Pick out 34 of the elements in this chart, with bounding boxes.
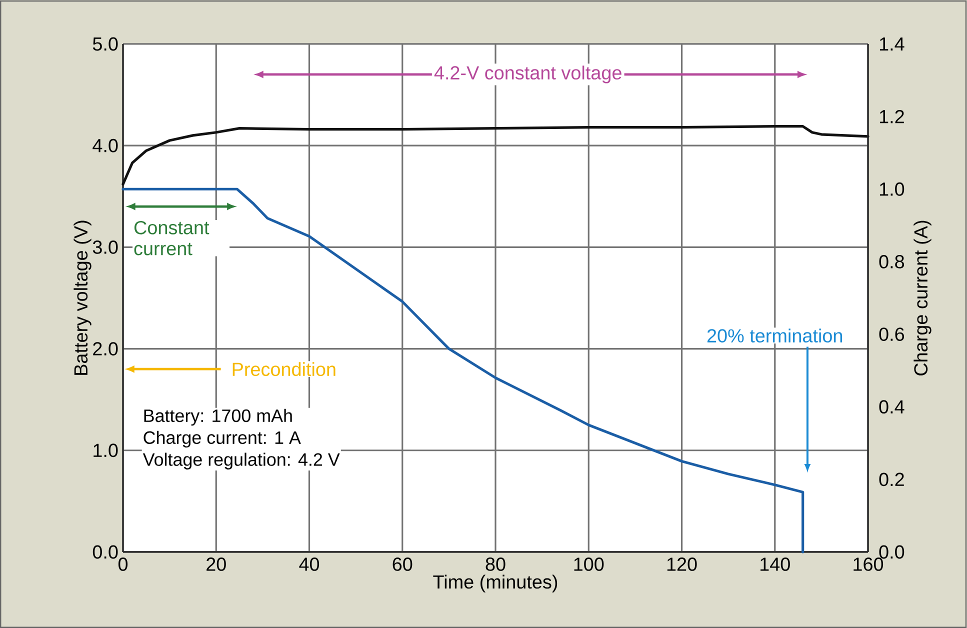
y-tick-label: 2.0 — [93, 342, 118, 356]
y2-tick-label: 1.2 — [880, 110, 904, 124]
x-tick-label: 60 — [392, 558, 412, 571]
annotation: Charge current: 1 A — [144, 430, 301, 448]
annotation: Constant current — [134, 220, 210, 256]
x-tick-label: 80 — [486, 558, 506, 571]
y2-tick-label: 0.0 — [879, 545, 904, 559]
x-tick-label: 40 — [299, 558, 320, 571]
x-tick-label: 140 — [760, 558, 790, 571]
y-tick-label: 3.0 — [92, 240, 118, 254]
y2-axis-title: Charge current (A) — [914, 220, 932, 376]
line-series — [122, 124, 870, 186]
y-tick-label: 5.0 — [92, 37, 118, 51]
annotation: Voltage regulation: 4.2 V — [142, 452, 340, 470]
y2-tick-label: 0.6 — [879, 328, 904, 341]
y-tick-label: 0.0 — [92, 545, 118, 559]
annotation: Precondition — [232, 362, 336, 376]
x-axis-title: Time (minutes) — [433, 574, 558, 592]
x-tick-label: 120 — [667, 558, 697, 571]
y2-tick-label: 1.4 — [880, 37, 904, 50]
y-axis-title: Battery voltage (V) — [74, 220, 92, 375]
x-tick-label: 0 — [118, 558, 128, 571]
annotation: 20% termination — [707, 328, 842, 343]
annotation: 4.2-V constant voltage — [434, 66, 622, 84]
y-tick-label: 1.0 — [94, 444, 118, 458]
x-tick-label: 20 — [206, 558, 226, 571]
x-tick-label: 100 — [574, 558, 604, 571]
y-tick-label: 4.0 — [92, 138, 118, 152]
x-tick-label: 160 — [854, 558, 884, 571]
y2-tick-label: 1.0 — [880, 182, 904, 196]
y2-tick-label: 0.8 — [879, 254, 904, 268]
y2-tick-label: 0.2 — [879, 472, 904, 486]
annotation: Battery: 1700 mAh — [144, 408, 292, 426]
y2-tick-label: 0.4 — [879, 400, 904, 414]
